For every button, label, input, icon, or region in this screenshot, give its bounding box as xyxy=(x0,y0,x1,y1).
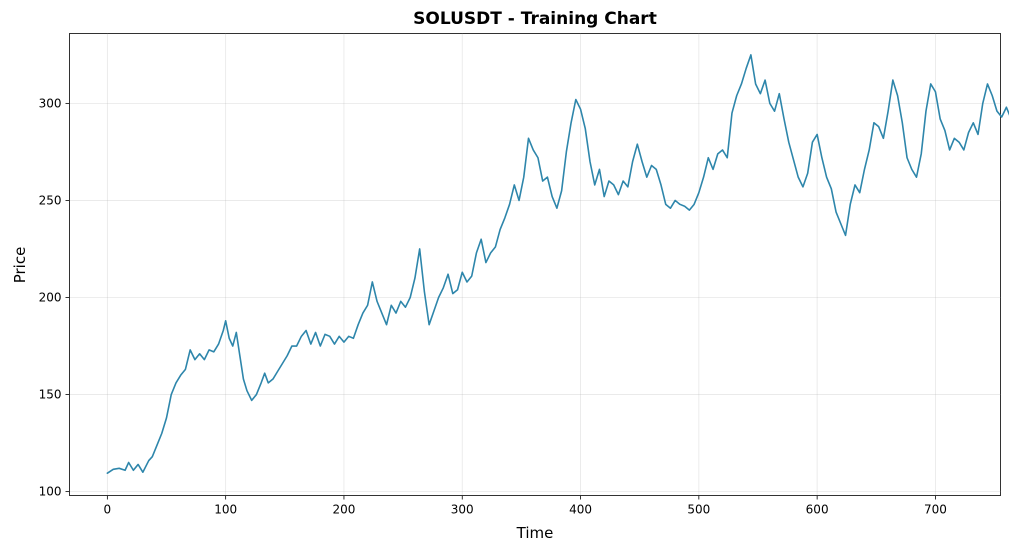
y-tick-label: 150 xyxy=(39,388,62,402)
y-tick-label: 200 xyxy=(39,291,62,305)
x-tick-label: 0 xyxy=(104,503,112,517)
x-axis-label: Time xyxy=(516,524,554,542)
x-tick-label: 300 xyxy=(451,503,474,517)
price-series-line xyxy=(106,54,1009,474)
y-tick-label: 100 xyxy=(39,485,62,499)
x-tick-label: 400 xyxy=(569,503,592,517)
axis-ticks: 0 100 200 300 400 500 600 700 100 150 200 250 300 xyxy=(39,96,947,516)
x-tick-label: 600 xyxy=(806,503,829,517)
y-tick-label: 250 xyxy=(39,193,62,207)
series-layer xyxy=(106,54,1009,474)
x-tick-label: 100 xyxy=(214,503,237,517)
x-tick-label: 500 xyxy=(687,503,710,517)
x-tick-label: 200 xyxy=(332,503,355,517)
y-axis-label: Price xyxy=(11,247,29,284)
grid xyxy=(69,33,1001,496)
plot-frame xyxy=(69,33,1001,496)
y-tick-label: 300 xyxy=(39,96,62,110)
x-tick-label: 700 xyxy=(924,503,947,517)
chart-title: SOLUSDT - Training Chart xyxy=(413,9,657,29)
